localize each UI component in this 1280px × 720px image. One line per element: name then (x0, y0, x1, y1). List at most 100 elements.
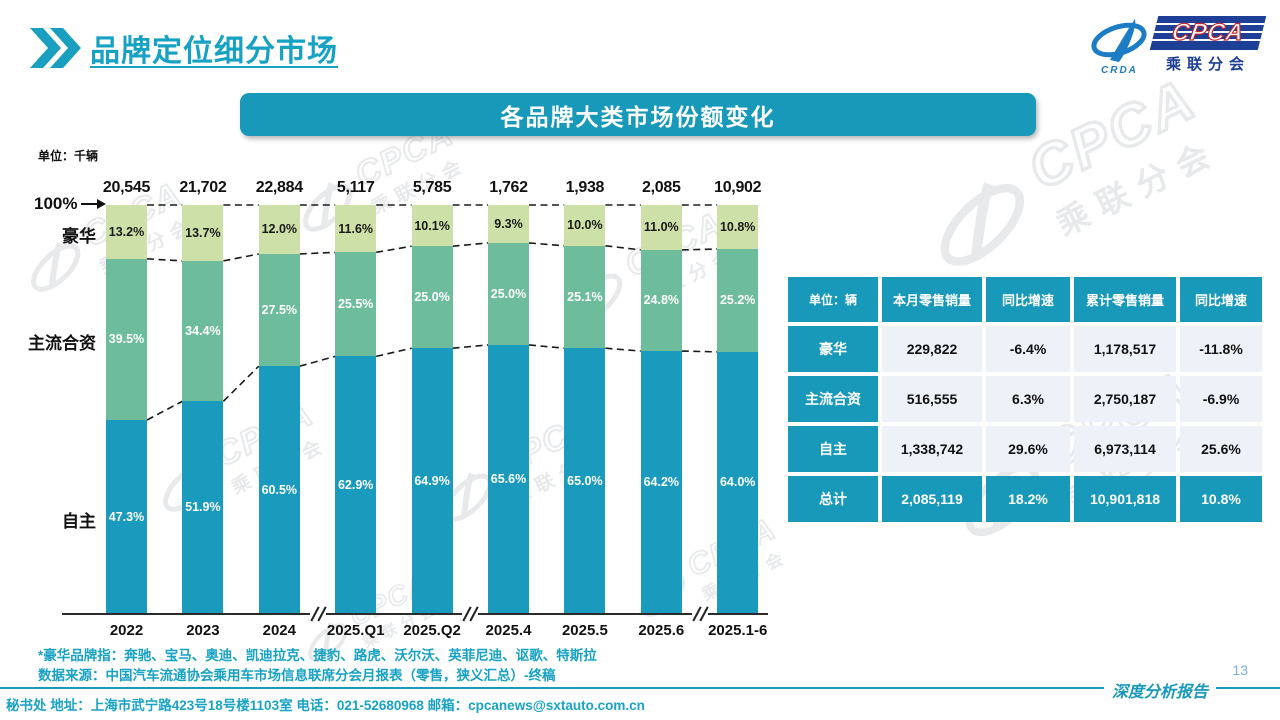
table-cell: 10.8% (1180, 476, 1262, 522)
bar-segment-domestic: 65.0% (564, 348, 606, 613)
bar-segment-mainstream-jv: 25.0% (411, 246, 453, 349)
table-cell: 18.2% (986, 476, 1070, 522)
bar-segment-mainstream-jv: 34.4% (182, 260, 224, 402)
table-cell: 25.6% (1180, 426, 1262, 472)
dashed-connector-lines (146, 204, 718, 421)
segment-percent-label: 65.0% (567, 473, 603, 488)
bar-segment-mainstream-jv: 25.1% (564, 245, 606, 349)
bar-segment-luxury: 13.7% (182, 205, 224, 261)
table-cell: 1,338,742 (882, 426, 982, 472)
table-cell: 6.3% (986, 376, 1070, 422)
bar-segment-luxury: 10.8% (717, 205, 759, 250)
bar-total-label: 2,085 (642, 179, 681, 196)
segment-percent-label: 62.9% (337, 477, 374, 492)
segment-percent-label: 25.2% (719, 293, 756, 308)
segment-percent-label: 25.0% (414, 290, 450, 305)
right-arrow-icon (81, 199, 107, 209)
table-row-label: 豪华 (788, 326, 878, 372)
segment-percent-label: 11.6% (338, 221, 374, 236)
double-chevron-icon (30, 28, 81, 68)
segment-percent-label: 64.2% (643, 475, 680, 490)
bar-segment-luxury: 11.0% (640, 205, 682, 250)
footnote-data-source: 数据来源：中国汽车流通协会乘用车市场信息联席分会月报表（零售，狭义汇总）-终稿 (38, 668, 556, 683)
table-cell: -6.9% (1180, 376, 1262, 422)
bar-segment-luxury: 10.0% (564, 205, 606, 246)
report-label: 深度分析报告 (1104, 678, 1217, 702)
legend-mainstream-jv: 主流合资 (28, 334, 96, 354)
segment-percent-label: 51.9% (185, 500, 221, 515)
footer-divider (0, 687, 1280, 689)
segment-percent-label: 25.5% (337, 297, 374, 312)
axis-break-mask (691, 613, 708, 616)
bar-segment-domestic: 47.3% (106, 420, 147, 613)
axis-category-label: 2025.5 (561, 622, 608, 639)
axis-category-label: 2022 (109, 622, 144, 639)
axis-category-label: 2023 (186, 622, 220, 639)
segment-percent-label: 39.5% (108, 332, 145, 347)
bar-segment-luxury: 13.2% (106, 205, 147, 259)
bar-segment-mainstream-jv: 25.2% (717, 249, 759, 352)
page-number: 13 (1232, 662, 1248, 678)
bar-segment-luxury: 10.1% (411, 205, 453, 247)
segment-percent-label: 25.1% (567, 290, 603, 304)
section-banner: 各品牌大类市场份额变化 (240, 93, 1036, 136)
legend-domestic: 自主 (62, 511, 96, 531)
axis-category-label: 2025.4 (485, 622, 532, 639)
bar-total-label: 20,545 (102, 179, 151, 196)
table-cell: 229,822 (882, 326, 982, 372)
bar-total-label: 5,117 (336, 179, 375, 196)
axis-category-label: 2025.1-6 (708, 622, 768, 639)
axis-100-label: 100% (34, 194, 107, 214)
header: 品牌定位细分市场 (30, 26, 338, 70)
axis-100-text: 100% (34, 194, 78, 213)
table-cell: 2,085,119 (882, 476, 982, 522)
unit-label: 单位：千辆 (38, 149, 99, 163)
bar-total-label: 21,702 (179, 179, 227, 196)
bar-segment-luxury: 11.6% (335, 205, 377, 253)
segment-percent-label: 34.4% (185, 324, 221, 339)
bar-total-label: 10,902 (714, 179, 762, 196)
table-row-label: 主流合资 (788, 376, 878, 422)
bar-segment-domestic: 64.2% (640, 351, 682, 613)
bar-segment-domestic: 64.0% (717, 351, 759, 613)
segment-percent-label: 13.2% (108, 224, 145, 239)
x-axis-line (62, 613, 768, 615)
bar-segment-domestic: 51.9% (182, 401, 224, 613)
page-title: 品牌定位细分市场 (90, 35, 338, 68)
bar-segment-domestic: 62.9% (335, 356, 377, 613)
bar-segment-mainstream-jv: 27.5% (258, 253, 300, 367)
segment-percent-label: 64.9% (414, 473, 450, 488)
axis-category-label: 2024 (262, 622, 296, 639)
table-row-label: 自主 (788, 426, 878, 472)
market-share-stacked-chart: 20,545 13.2% 39.5% 47.3% 2022 21,702 13.7% 34.4… (0, 168, 790, 658)
axis-category-label: 2025.6 (638, 622, 685, 639)
table-cell: 10,901,818 (1074, 476, 1176, 522)
table-header: 本月零售销量 (882, 277, 982, 322)
cpca-logo-mark-icon: CRDA (1091, 19, 1147, 76)
cpca-logo-subtitle: 乘联分会 (1165, 56, 1250, 73)
segment-percent-label: 25.0% (490, 286, 527, 301)
bar-total-label: 1,938 (565, 179, 605, 196)
footnote-luxury-brands: *豪华品牌指：奔驰、宝马、奥迪、凯迪拉克、捷豹、路虎、沃尔沃、英菲尼迪、讴歌、特… (38, 648, 597, 663)
table-cell: -6.4% (986, 326, 1070, 372)
bar-segment-mainstream-jv: 24.8% (640, 249, 682, 352)
cpca-logo-text: CPCA 乘联分会 (1149, 16, 1267, 74)
svg-text:CRDA: CRDA (1101, 65, 1138, 76)
segment-percent-label: 9.3% (494, 216, 523, 231)
table-cell: 1,178,517 (1074, 326, 1176, 372)
bar-total-label: 1,762 (489, 179, 528, 196)
segment-percent-label: 47.3% (108, 509, 145, 524)
table-cell: 6,973,114 (1074, 426, 1176, 472)
table-cell: 2,750,187 (1074, 376, 1176, 422)
cpca-logo: CRDA CPCA 乘联分会 (1090, 14, 1267, 76)
bar-segment-mainstream-jv: 25.5% (335, 252, 377, 357)
axis-category-label: 2025.Q1 (326, 622, 385, 639)
table-header: 累计零售销量 (1074, 277, 1176, 322)
segment-percent-label: 27.5% (261, 303, 298, 318)
footnotes: *豪华品牌指：奔驰、宝马、奥迪、凯迪拉克、捷豹、路虎、沃尔沃、英菲尼迪、讴歌、特… (38, 646, 597, 686)
table-header: 同比增速 (1180, 277, 1262, 322)
bar-segment-mainstream-jv: 39.5% (106, 258, 147, 420)
axis-break-mask (309, 613, 326, 616)
segment-percent-label: 64.0% (719, 475, 756, 490)
bar-segment-luxury: 12.0% (258, 205, 300, 254)
